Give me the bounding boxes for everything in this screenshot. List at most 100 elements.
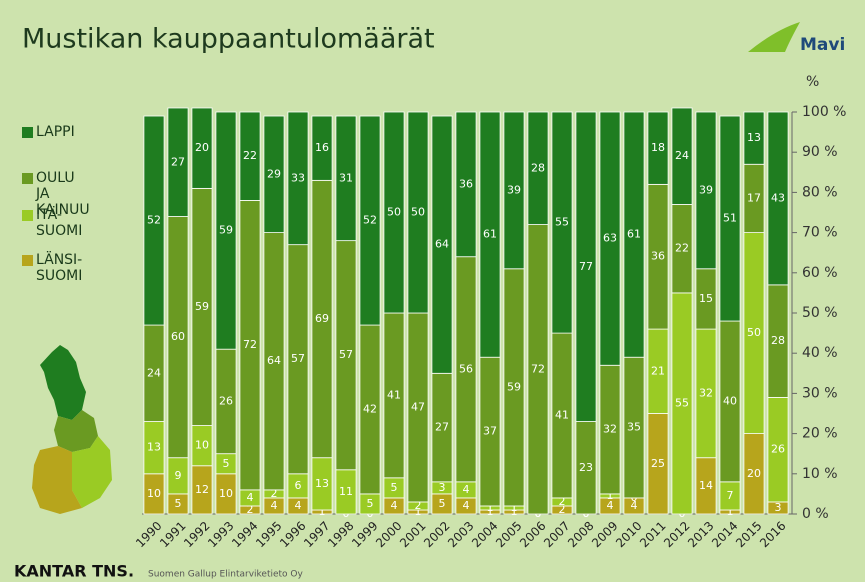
x-tick-label: 2004	[469, 519, 500, 550]
data-label: 1	[727, 505, 734, 518]
data-label: 59	[507, 380, 521, 393]
data-label: 33	[291, 171, 305, 184]
data-label: 35	[627, 421, 641, 434]
legend-item: LÄNSI-SUOMI	[22, 252, 82, 284]
data-label: 1	[511, 505, 518, 518]
data-label: 13	[747, 131, 761, 144]
data-label: 52	[147, 214, 161, 227]
y-tick-label: 80 %	[802, 184, 838, 200]
x-tick-label: 2014	[709, 519, 740, 550]
data-label: 21	[651, 364, 665, 377]
map-region	[72, 436, 112, 508]
data-label: 22	[243, 149, 257, 162]
x-tick-label: 2011	[637, 519, 668, 550]
data-label: 23	[579, 461, 593, 474]
data-label: 4	[631, 499, 638, 512]
bar-segment	[407, 111, 429, 314]
data-label: 36	[459, 177, 473, 190]
bar-segment	[575, 111, 597, 422]
x-tick-label: 1995	[253, 519, 284, 550]
y-tick-label: 100 %	[802, 104, 846, 120]
data-label: 52	[363, 214, 377, 227]
x-tick-label: 1990	[133, 519, 164, 550]
data-label: 10	[147, 487, 161, 500]
data-label: 2	[559, 495, 566, 508]
data-label: 72	[243, 338, 257, 351]
bar-segment	[719, 115, 741, 322]
x-tick-label: 1992	[181, 519, 212, 550]
bar-segment	[455, 111, 477, 258]
data-label: 10	[195, 439, 209, 452]
legend-label: ITÄ-SUOMI	[36, 207, 83, 239]
data-label: 6	[295, 479, 302, 492]
data-label: 50	[411, 206, 425, 219]
bar-segment	[263, 115, 285, 233]
y-tick-label: 60 %	[802, 265, 838, 281]
data-label: 2	[247, 503, 254, 516]
data-label: 77	[579, 260, 593, 273]
data-label: 20	[747, 467, 761, 480]
x-tick-label: 1991	[157, 519, 188, 550]
data-label: 24	[675, 149, 689, 162]
data-label: 64	[267, 354, 281, 367]
data-label: 2	[559, 503, 566, 516]
data-label: 28	[771, 334, 785, 347]
data-label: 2	[415, 499, 422, 512]
x-tick-label: 1999	[349, 519, 380, 550]
legend-swatch	[22, 210, 33, 221]
legend-item: OULU JA KAINUU	[22, 170, 90, 218]
data-label: 13	[315, 477, 329, 490]
x-tick-label: 1996	[277, 519, 308, 550]
chart-title: Mustikan kauppaantulomäärät	[22, 24, 435, 55]
data-label: 1	[487, 501, 494, 514]
data-label: 14	[699, 479, 713, 492]
bar-segment	[359, 115, 381, 326]
data-label: 4	[463, 499, 470, 512]
y-tick-label: 30 %	[802, 385, 838, 401]
logo-mark	[748, 22, 800, 52]
data-label: 11	[339, 485, 353, 498]
data-label: 32	[603, 423, 617, 436]
bar-segment	[599, 111, 621, 366]
data-label: 60	[171, 330, 185, 343]
bar-segment	[215, 111, 237, 350]
data-label: 4	[391, 499, 398, 512]
y-tick-label: 70 %	[802, 225, 838, 241]
y-tick-label: 90 %	[802, 144, 838, 160]
bar-segment	[239, 111, 261, 201]
x-tick-label: 2006	[517, 519, 548, 550]
data-label: 72	[531, 362, 545, 375]
x-tick-label: 2012	[661, 519, 692, 550]
data-label: 36	[651, 250, 665, 263]
legend-item: ITÄ-SUOMI	[22, 207, 82, 239]
data-label: 41	[555, 409, 569, 422]
x-tick-label: 1993	[205, 519, 236, 550]
data-label: 18	[651, 141, 665, 154]
data-label: 41	[387, 388, 401, 401]
x-tick-label: 2005	[493, 519, 524, 550]
data-label: 47	[411, 400, 425, 413]
data-label: 12	[195, 483, 209, 496]
y-tick-label: 0 %	[802, 506, 829, 522]
map-region	[54, 410, 98, 452]
legend-swatch	[22, 173, 33, 184]
data-label: 9	[175, 469, 182, 482]
data-label: 59	[219, 224, 233, 237]
data-label: 69	[315, 312, 329, 325]
data-label: 27	[171, 155, 185, 168]
data-label: 27	[435, 421, 449, 434]
bar-segment	[335, 115, 357, 242]
bar-segment	[383, 111, 405, 314]
data-label: 3	[775, 501, 782, 514]
data-label: 15	[699, 292, 713, 305]
data-label: 20	[195, 141, 209, 154]
data-label: 28	[531, 161, 545, 174]
data-label: 24	[147, 366, 161, 379]
data-label: 31	[339, 171, 353, 184]
data-label: 39	[507, 183, 521, 196]
x-tick-label: 1997	[301, 519, 332, 550]
data-label: 1	[511, 501, 518, 514]
legend-swatch	[22, 255, 33, 266]
bar-segment	[695, 111, 717, 270]
data-label: 1	[487, 505, 494, 518]
